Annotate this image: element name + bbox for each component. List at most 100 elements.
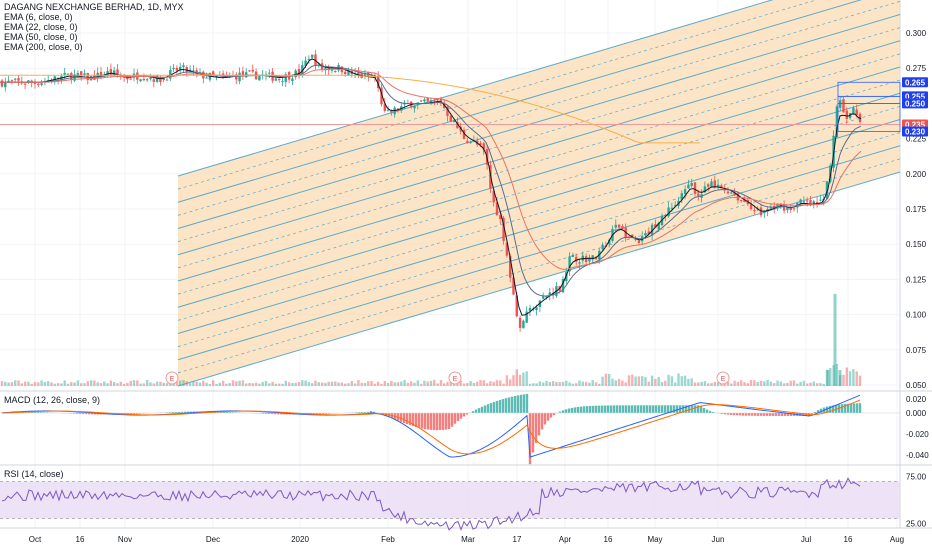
price-tag: 0.230: [902, 126, 928, 137]
macd-histogram-bar: [360, 412, 364, 413]
macd-histogram-bar: [450, 413, 454, 427]
macd-histogram-bar: [630, 405, 634, 413]
candle-body: [763, 210, 766, 214]
volume-bar: [301, 380, 304, 386]
volume-bar: [50, 382, 53, 386]
macd-histogram-bar: [486, 404, 490, 413]
candle-body: [185, 67, 188, 72]
volume-bar: [512, 375, 515, 386]
legend-ema200[interactable]: EMA (200, close, 0): [4, 42, 83, 52]
macd-histogram-bar: [495, 400, 499, 413]
legend-title[interactable]: DAGANG NEXCHANGE BERHAD, 1D, MYX: [4, 2, 184, 12]
candle-body: [683, 189, 687, 194]
macd-histogram-bar: [819, 408, 823, 413]
volume-bar: [195, 381, 198, 386]
volume-bar: [436, 383, 439, 386]
macd-label: MACD (12, 26, close, 9): [4, 395, 101, 405]
volume-bars: [0, 294, 862, 386]
macd-histogram-bar: [828, 405, 832, 413]
volume-bar: [479, 380, 482, 386]
candle-body: [66, 73, 70, 75]
channel-line: [177, 0, 774, 177]
candle-body: [4, 82, 7, 88]
volume-bar: [116, 383, 119, 386]
candle-body: [268, 72, 271, 74]
volume-bar: [294, 382, 297, 386]
volume-bar: [423, 380, 426, 386]
x-tick-label: Nov: [118, 535, 132, 544]
volume-bar: [330, 381, 334, 386]
macd-histogram-bar: [789, 413, 793, 416]
candle-body: [845, 110, 848, 119]
candle-body: [433, 99, 436, 101]
volume-bar: [419, 383, 423, 386]
volume-bar: [241, 380, 245, 386]
volume-bar: [608, 374, 611, 386]
macd-histogram-bar: [36, 412, 40, 413]
candle-body: [697, 193, 700, 196]
volume-bar: [611, 378, 614, 386]
price-range-boxes[interactable]: [837, 81, 901, 132]
candle-body: [169, 70, 172, 79]
volume-bar: [855, 371, 858, 386]
regression-channel[interactable]: [177, 0, 901, 387]
macd-histogram-bar: [438, 413, 442, 431]
volume-bar: [528, 383, 532, 386]
macd-histogram-bar: [639, 405, 643, 413]
volume-bar: [403, 380, 406, 386]
volume-bar: [650, 375, 654, 386]
candle-body: [548, 292, 551, 296]
legend-ema50[interactable]: EMA (50, close, 0): [4, 32, 78, 42]
volume-bar: [476, 381, 479, 386]
volume-bar: [835, 364, 839, 386]
macd-legend[interactable]: MACD (12, 26, close, 9): [4, 395, 100, 405]
volume-bar: [545, 380, 548, 386]
volume-bar: [106, 383, 109, 386]
macd-histogram-bar: [372, 411, 376, 413]
volume-bar: [495, 380, 499, 386]
macd-histogram-bar: [771, 413, 775, 416]
volume-bar: [641, 376, 644, 386]
macd-histogram-bar: [786, 413, 790, 416]
legend-ema22[interactable]: EMA (22, close, 0): [4, 22, 78, 32]
rsi-legend[interactable]: RSI (14, close): [4, 469, 64, 479]
macd-histogram-bar: [540, 413, 544, 430]
x-tick-label: Aug: [890, 535, 904, 544]
candle-body: [278, 79, 281, 81]
macd-histogram-bar: [87, 413, 91, 415]
volume-bar: [317, 382, 320, 386]
macd-histogram-bar: [39, 412, 43, 413]
volume-bar: [716, 382, 720, 386]
event-marker: [165, 371, 179, 385]
macd-histogram-bar: [471, 411, 475, 413]
volume-bar: [429, 380, 433, 386]
macd-histogram-bar: [648, 405, 652, 413]
macd-tick-label: 0.020: [906, 395, 927, 404]
volume-bar: [410, 381, 413, 386]
legend-ema6[interactable]: EMA (6, close, 0): [4, 12, 73, 22]
volume-bar: [710, 383, 713, 386]
candle-body: [776, 203, 779, 207]
candle-body: [205, 77, 208, 79]
candle-body: [347, 69, 350, 76]
macd-histogram-bar: [633, 405, 637, 413]
event-marker: [448, 371, 462, 385]
x-tick-label: 16: [844, 535, 853, 544]
volume-bar: [377, 381, 380, 386]
candle-body: [657, 223, 660, 230]
x-tick-label: Apr: [559, 535, 572, 544]
volume-bar: [809, 382, 812, 386]
candle-body: [30, 80, 33, 83]
candle-body: [172, 67, 175, 69]
macd-histogram-bar: [261, 413, 265, 414]
macd-histogram-bar: [273, 413, 277, 415]
macd-histogram-bar: [90, 413, 94, 415]
volume-bar: [99, 383, 103, 386]
volume-bar: [202, 380, 205, 386]
candle-body: [690, 183, 693, 187]
macd-histogram-bar: [423, 413, 427, 430]
volume-bar: [179, 380, 182, 386]
volume-bar: [17, 380, 20, 386]
